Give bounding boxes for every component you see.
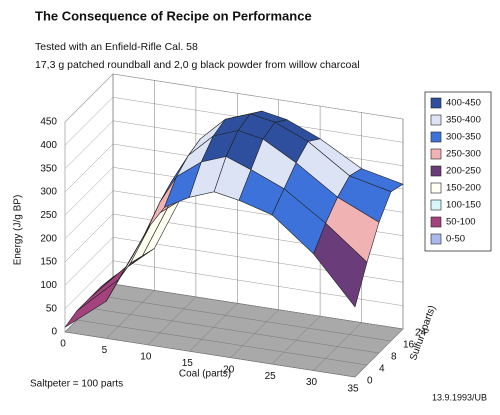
y-tick-label: 0 [367,376,373,387]
z-tick-label: 450 [40,117,57,128]
grid-line [64,331,356,378]
z-tick-label: 150 [40,257,57,268]
legend-label: 50-100 [446,217,476,228]
x-tick-label: 5 [102,345,108,356]
x-tick-label: 20 [223,364,235,375]
legend-label: 100-150 [446,200,481,211]
legend-swatch [430,165,442,177]
legend-swatch [430,233,442,245]
x-tick-label: 0 [60,339,66,350]
x-tick-label: 15 [182,358,194,369]
legend-swatch [430,131,442,143]
date: 13.9.1993/UB [432,392,487,402]
surface-cell [313,222,368,308]
y-tick-label: 24 [415,328,427,339]
grid-line [112,283,404,330]
x-tick-label: 35 [347,384,359,395]
legend-label: 300-350 [446,132,481,143]
chart-title: The Consequence of Recipe on Performance [35,8,312,23]
grid-line [100,295,392,342]
legend-swatch [430,199,442,211]
legend-swatch [430,148,442,160]
y-tick-label: 4 [379,364,385,375]
legend-label: 350-400 [446,115,481,126]
z-tick-label: 400 [40,140,57,151]
legend-swatch [430,114,442,126]
z-tick-label: 100 [40,280,57,291]
legend-label: 0-50 [446,234,465,245]
legend-label: 200-250 [446,166,481,177]
note: Saltpeter = 100 parts [30,379,123,390]
z-tick-label: 250 [40,210,57,221]
x-tick-label: 10 [140,351,152,362]
z-tick-label: 350 [40,163,57,174]
legend-swatch [430,182,442,194]
y-tick-label: 8 [391,352,397,363]
legend-label: 250-300 [446,149,481,160]
x-axis-label: Coal (parts) [179,369,231,380]
z-tick-label: 300 [40,187,57,198]
legend-label: 150-200 [446,183,481,194]
subtitle: 17,3 g patched roundball and 2,0 g black… [35,59,360,71]
y-tick-label: 16 [403,340,415,351]
z-axis-label: Energy (J/g BP) [13,195,24,266]
grid-line [88,307,380,354]
legend-swatch [430,97,442,109]
legend-label: 400-450 [446,98,481,109]
x-tick-label: 30 [306,377,318,388]
z-tick-label: 50 [46,303,58,314]
x-tick-label: 25 [265,371,277,382]
grid-line [76,319,368,366]
legend-swatch [430,216,442,228]
z-tick-label: 200 [40,233,57,244]
subtitle: Tested with an Enfield-Rifle Cal. 58 [35,41,198,53]
z-tick-label: 0 [51,327,57,338]
